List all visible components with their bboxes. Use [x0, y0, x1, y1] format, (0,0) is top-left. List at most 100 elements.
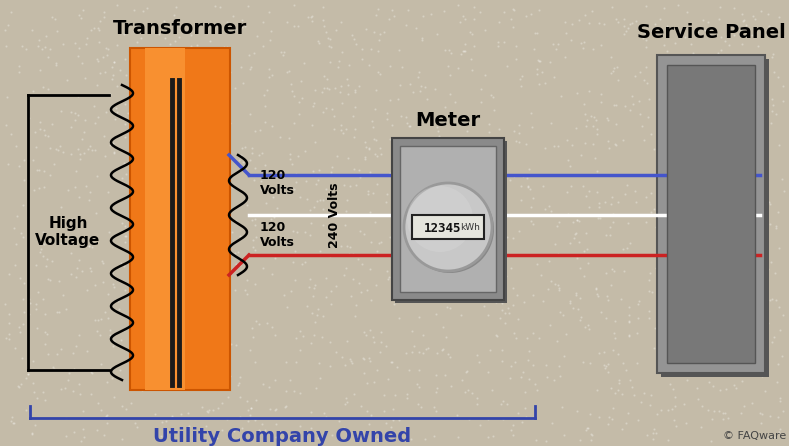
Point [349, 89, 361, 96]
Point [273, 235, 286, 243]
Point [166, 376, 178, 383]
Point [623, 318, 636, 325]
Point [196, 288, 208, 295]
Point [382, 275, 394, 282]
Point [1, 93, 13, 100]
Point [391, 363, 404, 370]
Point [181, 375, 193, 382]
Point [268, 254, 281, 261]
Point [320, 413, 332, 420]
Point [2, 319, 15, 326]
Point [579, 192, 592, 199]
Point [604, 224, 616, 231]
Point [761, 334, 774, 342]
Point [494, 314, 507, 321]
Point [689, 113, 701, 120]
Point [32, 288, 44, 295]
Point [177, 349, 189, 356]
Point [705, 109, 718, 116]
Point [765, 108, 778, 115]
Point [602, 413, 615, 420]
Point [608, 330, 620, 337]
Point [663, 239, 675, 246]
Point [20, 406, 32, 413]
Point [31, 395, 43, 402]
Point [586, 8, 599, 15]
Point [155, 432, 167, 439]
Point [9, 345, 21, 352]
Point [75, 15, 88, 22]
Point [703, 379, 716, 386]
Point [519, 413, 532, 421]
Point [623, 107, 636, 114]
Point [290, 171, 303, 178]
Point [672, 110, 685, 117]
Point [533, 81, 545, 88]
Point [245, 145, 258, 152]
Point [542, 285, 555, 292]
Point [136, 156, 148, 163]
Point [607, 346, 619, 353]
Point [383, 15, 395, 22]
Point [79, 41, 92, 48]
Point [591, 386, 604, 393]
Point [500, 233, 513, 240]
Point [484, 346, 496, 353]
Point [191, 41, 204, 49]
Point [464, 29, 477, 36]
Point [481, 311, 494, 318]
Point [107, 71, 119, 78]
Point [114, 259, 127, 266]
Point [36, 45, 48, 52]
Point [136, 8, 149, 15]
Point [501, 401, 514, 408]
Point [486, 145, 499, 152]
Point [369, 105, 382, 112]
Point [619, 103, 631, 110]
Point [84, 235, 96, 243]
Point [156, 359, 169, 367]
Point [274, 134, 286, 141]
Point [709, 51, 722, 58]
Point [158, 17, 170, 25]
Point [723, 41, 735, 48]
Point [259, 161, 271, 169]
Point [342, 82, 354, 89]
Point [3, 335, 16, 342]
Point [746, 224, 758, 231]
Point [220, 329, 233, 336]
Point [18, 177, 31, 184]
Point [179, 97, 192, 104]
Point [314, 374, 327, 381]
Point [107, 284, 120, 291]
Point [43, 277, 56, 284]
Point [529, 29, 541, 37]
Point [135, 27, 148, 34]
Point [731, 260, 744, 267]
Point [431, 254, 443, 261]
Point [474, 8, 487, 15]
Point [198, 221, 211, 228]
FancyBboxPatch shape [395, 141, 507, 303]
Point [246, 324, 259, 331]
Point [328, 84, 341, 91]
Point [108, 149, 121, 157]
Point [247, 333, 260, 340]
Point [728, 382, 741, 389]
Point [739, 306, 751, 313]
Point [455, 204, 468, 211]
Point [436, 221, 449, 228]
Point [619, 28, 632, 35]
Point [765, 120, 777, 127]
Point [592, 215, 604, 222]
Point [306, 121, 319, 128]
Point [335, 122, 347, 129]
Point [680, 225, 693, 232]
Point [474, 422, 487, 429]
Point [321, 34, 334, 41]
Point [237, 158, 249, 165]
Point [492, 267, 504, 274]
Point [109, 231, 122, 239]
Point [589, 155, 602, 162]
Point [573, 218, 585, 225]
